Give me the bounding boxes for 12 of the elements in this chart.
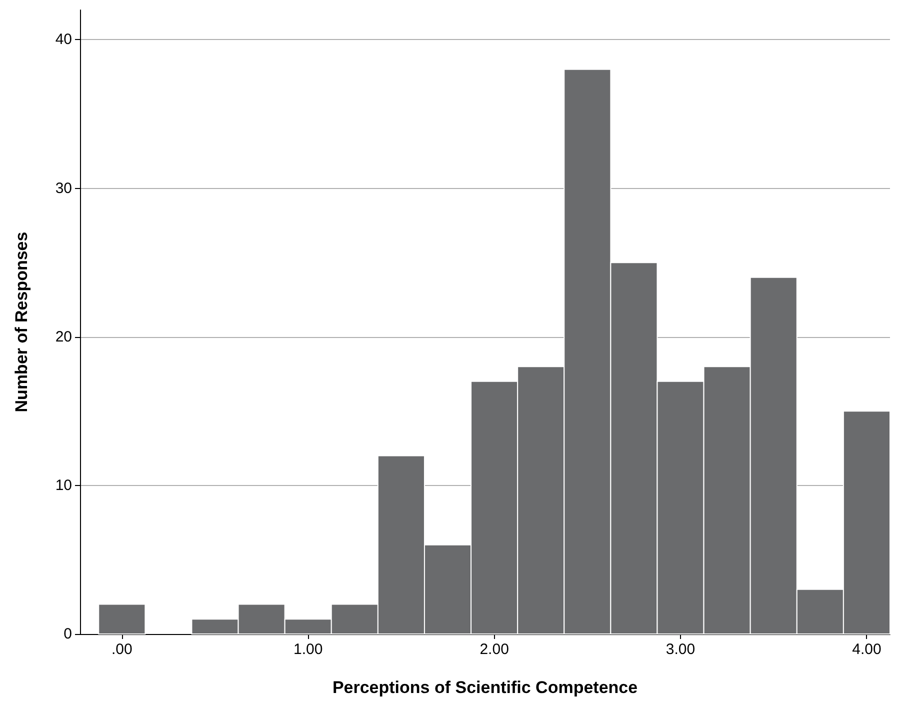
x-tick-label: 4.00	[852, 641, 882, 658]
y-axis-title: Number of Responses	[12, 232, 31, 412]
y-tick-label: 20	[55, 328, 72, 346]
x-tick-label: 2.00	[480, 641, 509, 658]
y-tick-label: 0	[64, 626, 72, 642]
y-tick-label: 30	[55, 180, 72, 197]
y-tick-label: 10	[55, 476, 72, 494]
y-tick-label: 40	[55, 31, 72, 48]
x-axis-title: Perceptions of Scientific Competence	[332, 678, 638, 697]
x-tick-label: 3.00	[666, 641, 696, 658]
x-tick-label: .00	[111, 641, 132, 658]
x-tick-label: 1.00	[294, 641, 323, 658]
